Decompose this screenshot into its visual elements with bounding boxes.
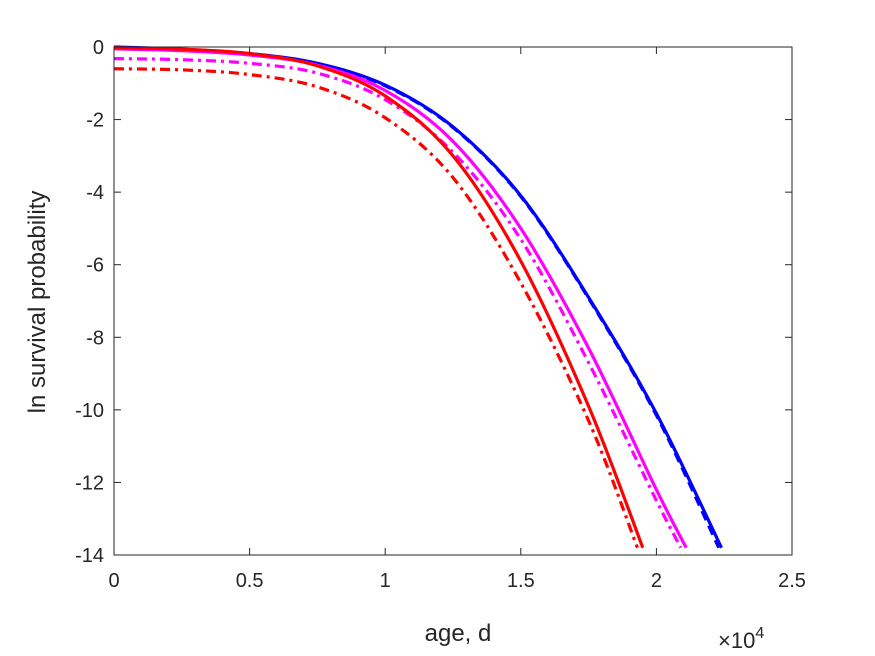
y-tick-label: -14 [75, 545, 104, 567]
y-tick-label: -8 [86, 327, 104, 349]
x-exponent-label: ×104 [718, 625, 764, 653]
y-tick-label: -2 [86, 110, 104, 132]
y-tick-label: -6 [86, 255, 104, 277]
series-layer [114, 45, 723, 549]
y-tick-label: -4 [86, 182, 104, 204]
plot-area [114, 47, 792, 555]
x-axis-label: age, d [425, 620, 492, 647]
tick-layer: 0 0.5 1 1.5 2 2.5 0 -2 -4 -6 -8 -10 -12 -14 [75, 37, 806, 592]
series-line-4 [114, 57, 683, 549]
plot-background [114, 47, 792, 555]
axes-box [113, 46, 793, 556]
x-tick-label: 0.5 [236, 570, 264, 592]
x-exponent-base: ×10 [718, 628, 755, 653]
axes-frame [113, 46, 793, 556]
series-line-6 [114, 67, 639, 549]
y-axis-label: ln survival probability [24, 191, 51, 414]
x-tick-label: 1.5 [507, 570, 535, 592]
y-tick-label: -10 [75, 400, 104, 422]
y-tick-label: -12 [75, 472, 104, 494]
series-line-5 [114, 46, 645, 549]
x-tick-label: 1 [380, 570, 391, 592]
y-tick-label: 0 [93, 37, 104, 59]
x-tick-label: 2.5 [778, 570, 806, 592]
x-tick-label: 2 [651, 570, 662, 592]
x-exponent-power: 4 [755, 625, 764, 642]
x-tick-label: 0 [108, 570, 119, 592]
